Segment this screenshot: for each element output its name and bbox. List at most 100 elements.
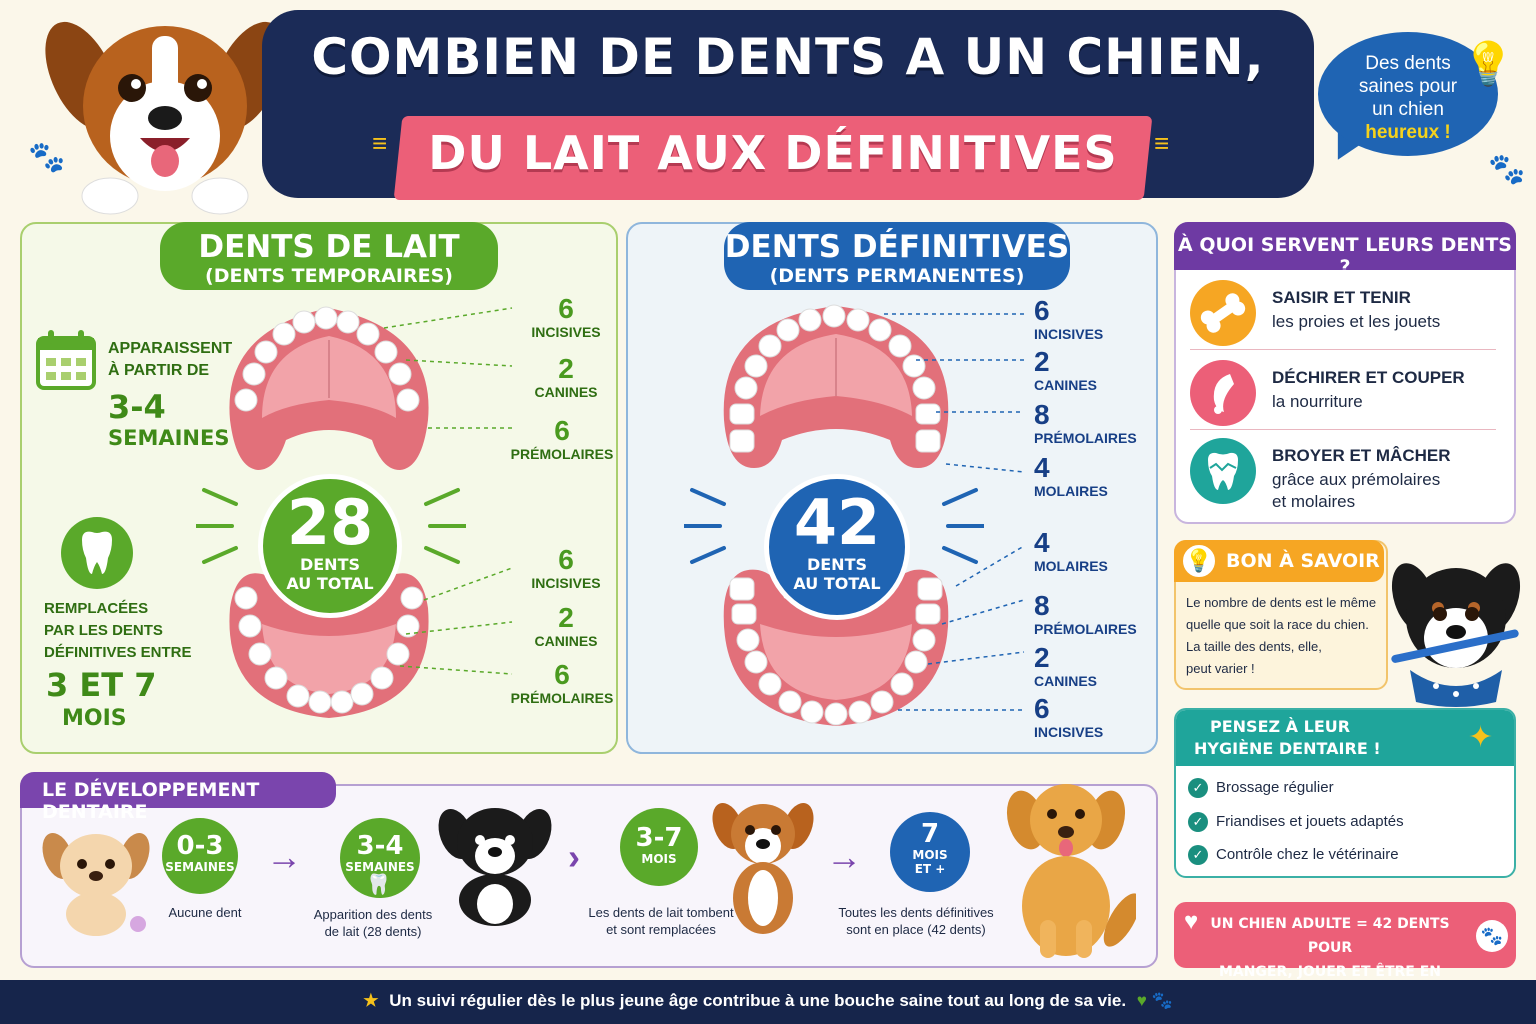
tooth-count: 8 [1034,399,1050,430]
stage-badge-2: 3-7 MOIS [620,808,698,886]
milk-leader-lines [383,307,513,675]
tooth-icon [61,517,133,589]
permanent-total-badge: 42 DENTS AU TOTAL [764,474,910,620]
tip-line: quelle que soit la race du chien. [1186,617,1369,632]
tooth-type: INCISIVES [531,575,601,591]
divider [1190,349,1496,350]
hygiene-item: ✓ Brossage régulier [1188,778,1334,798]
stage-badge-1: 3-4 SEMAINES [340,818,420,898]
milk-upper-canines: 2 CANINES [516,353,616,401]
permanent-lower-jaw-illustration [723,569,949,726]
replaced-line: REMPLACÉES [44,600,149,617]
development-title: LE DÉVELOPPEMENT DENTAIRE [20,772,336,823]
use-item-grab: SAISIR ET TENIR les proies et les jouets [1190,280,1500,352]
replaced-unit: MOIS [62,706,127,731]
tooth-type: CANINES [1034,377,1098,393]
stage-value: 3-7 [635,823,683,853]
milk-lower-incisors: 6 INCISIVES [516,545,616,592]
bubble-line: un chien [1372,99,1444,120]
tooth-count: 2 [558,353,574,384]
hygiene-item: ✓ Contrôle chez le vétérinaire [1188,845,1399,865]
growing-puppy-illustration [712,802,814,934]
check-icon: ✓ [1188,778,1208,798]
stage-badge-3: 7 MOIS ET + [890,812,970,892]
young-puppy-illustration [438,808,552,926]
bubble-line: Des dents [1365,53,1451,74]
heart-icon: ♥ [1184,908,1199,935]
milk-upper-incisors: 6 INCISIVES [516,294,616,341]
stage-description-line: Apparition des dents [313,907,433,922]
use-description: grâce aux prémolaires et molaires [1272,469,1440,513]
use-item-tear: DÉCHIRER ET COUPER la nourriture [1190,360,1500,432]
milk-lower-premolars: 6 PRÉMOLAIRES [510,659,614,707]
puppy-illustration [45,21,285,215]
milk-teeth-subtitle: (DENTS TEMPORAIRES) [205,265,453,287]
use-description: les proies et les jouets [1272,312,1441,331]
divider [1190,429,1496,430]
tooth-type: PRÉMOLAIRES [1034,430,1137,446]
bone-icon [1190,280,1256,346]
green-heart-icon: ♥ [1136,991,1147,1010]
tooth-small-icon: 🦷 [366,874,391,896]
stage-description-line: et sont remplacées [606,922,716,937]
tooth-count: 6 [1034,295,1050,326]
milk-lower-canines: 2 CANINES [516,603,616,650]
adult-summary-line: UN CHIEN ADULTE = 42 DENTS POUR [1210,916,1450,956]
stage-description-line: sont en place (42 dents) [846,922,986,937]
tooth-type: CANINES [534,633,598,649]
permanent-lower-canines: 2 CANINES [1034,643,1098,690]
use-title: BROYER ET MÂCHER [1272,446,1451,465]
arrow-right-icon: › [568,836,580,877]
use-description-line: grâce aux prémolaires [1272,470,1441,489]
stage-unit: MOIS [641,852,677,866]
permanent-upper-molars: 4 MOLAIRES [1034,452,1108,500]
permanent-leader-lines [884,313,1025,711]
tooth-count: 4 [1034,527,1050,558]
arrow-right-icon: → [266,836,302,877]
tooth-count: 6 [554,659,570,690]
speech-bubble: Des dents saines pour un chien heureux ! [1318,32,1498,156]
tooth-type: CANINES [1034,673,1098,689]
sparkle-icon: ≡ [1154,128,1170,158]
stage-description-line: Aucune dent [168,905,242,920]
lightbulb-icon: 💡 [1462,40,1515,87]
permanent-total-number: 42 [793,486,881,559]
tooth-count: 6 [554,415,570,446]
uses-title: À QUOI SERVENT LEURS DENTS ? [1174,222,1516,278]
milk-total-label: AU TOTAL [286,574,374,593]
milk-total-number: 28 [286,486,374,559]
tooth-count: 6 [1034,693,1050,724]
milk-teeth-tab: DENTS DE LAIT (DENTS TEMPORAIRES) [160,222,498,290]
appear-unit: SEMAINES [108,426,230,450]
stage-unit: SEMAINES [165,860,235,874]
milk-lower-jaw-illustration [229,573,429,718]
tooth-count: 4 [1034,452,1050,483]
arrow-right-icon: → [826,836,862,877]
hygiene-title-line: PENSEZ À LEUR [1210,717,1351,736]
page-title: COMBIEN DE DENTS A UN CHIEN, [311,28,1265,86]
permanent-teeth-tab: DENTS DÉFINITIVES (DENTS PERMANENTES) [724,222,1070,290]
check-icon: ✓ [1188,812,1208,832]
permanent-teeth-subtitle: (DENTS PERMANENTES) [769,265,1025,287]
stage-description: Apparition des dents de lait (28 dents) [300,906,446,940]
bubble-line: saines pour [1358,76,1458,97]
appear-value: 3-4 [108,388,166,426]
stage-description-line: Les dents de lait tombent [588,905,734,920]
paw-icon: 🐾 [1151,991,1173,1010]
milk-burst-lines [196,488,466,564]
star-icon: ★ [363,991,379,1010]
paw-decoration-icon: 🐾 [1488,153,1526,186]
milk-total-label: DENTS [299,555,361,574]
permanent-total-label: AU TOTAL [793,574,881,593]
stage-unit: MOIS ET + [912,848,948,876]
tip-line: peut varier ! [1186,661,1255,676]
molar-icon [1190,438,1256,504]
stage-description: Toutes les dents définitives sont en pla… [828,904,1004,938]
use-title: SAISIR ET TENIR [1272,288,1411,307]
milk-teeth-title: DENTS DE LAIT [198,229,460,265]
footer-text: Un suivi régulier dès le plus jeune âge … [389,991,1127,1010]
stage-badge-0: 0-3 SEMAINES [162,818,238,894]
meat-icon [1190,360,1256,426]
hygiene-item-label: Brossage régulier [1216,778,1334,796]
stage-unit: SEMAINES [345,860,415,874]
